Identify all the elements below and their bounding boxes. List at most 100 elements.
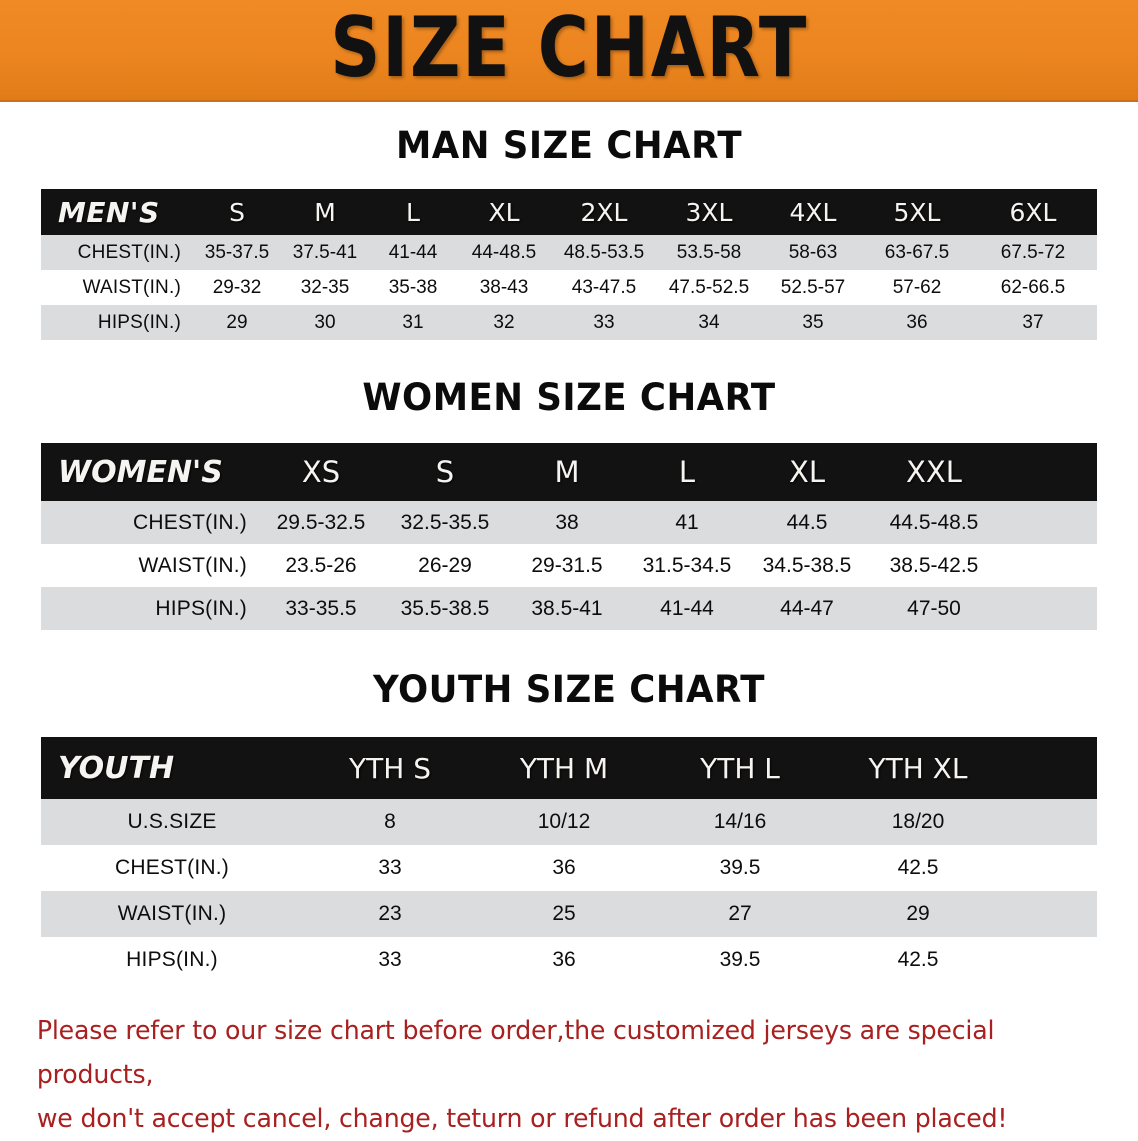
order-notice: Please refer to our size chart before or… [0,1009,1104,1141]
youth-row-label: CHEST(IN.) [41,845,303,891]
women-cell-spacer [1001,587,1097,630]
man-cell: 52.5-57 [761,270,865,305]
man-table-body: MEN'S S M L XL 2XL 3XL 4XL 5XL 6XL CHEST(IN.) 35-37… [41,189,1097,340]
women-cell: 38 [507,501,627,544]
youth-row-label: U.S.SIZE [41,799,303,845]
table-row: WAIST(IN.) 23.5-26 26-29 29-31.5 31.5-34.5 34… [41,544,1097,587]
women-header-spacer [1001,443,1097,501]
women-row-label: CHEST(IN.) [41,501,259,544]
youth-cell-spacer [1007,799,1097,845]
man-row-label: CHEST(IN.) [41,235,193,270]
youth-cell-spacer [1007,891,1097,937]
man-cell: 38-43 [457,270,551,305]
youth-cell: 10/12 [477,799,651,845]
man-cell: 34 [657,305,761,340]
man-column-header-2: M [281,189,369,235]
youth-cell: 36 [477,845,651,891]
table-row: WAIST(IN.) 23 25 27 29 [41,891,1097,937]
man-cell: 41-44 [369,235,457,270]
man-cell: 29-32 [193,270,281,305]
man-cell: 30 [281,305,369,340]
man-cell: 36 [865,305,969,340]
man-chart-wrapper: MEN'S S M L XL 2XL 3XL 4XL 5XL 6XL CHEST(IN.) 35-37… [41,189,1097,340]
youth-column-header-1: YTH S [303,737,477,799]
youth-cell: 25 [477,891,651,937]
youth-cell: 27 [651,891,829,937]
women-cell: 47-50 [867,587,1001,630]
women-cell: 32.5-35.5 [383,501,507,544]
youth-table-body: YOUTH YTH S YTH M YTH L YTH XL U.S.SIZE 8 10/12… [41,737,1097,983]
women-column-header-1: XS [259,443,383,501]
women-table-body: WOMEN'S XS S M L XL XXL CHEST(IN.) 29.5-32.5 32.5… [41,443,1097,630]
man-cell: 29 [193,305,281,340]
youth-cell-spacer [1007,937,1097,983]
man-cell: 35-38 [369,270,457,305]
youth-column-header-4: YTH XL [829,737,1007,799]
women-cell: 44-47 [747,587,867,630]
women-cell: 29.5-32.5 [259,501,383,544]
youth-cell: 39.5 [651,845,829,891]
man-cell: 33 [551,305,657,340]
man-cell: 37 [969,305,1097,340]
man-cell: 35-37.5 [193,235,281,270]
man-cell: 63-67.5 [865,235,969,270]
man-cell: 47.5-52.5 [657,270,761,305]
women-row-label: WAIST(IN.) [41,544,259,587]
youth-column-header-2: YTH M [477,737,651,799]
women-cell: 26-29 [383,544,507,587]
youth-header-spacer [1007,737,1097,799]
man-table-header-row: MEN'S S M L XL 2XL 3XL 4XL 5XL 6XL [41,189,1097,235]
man-cell: 62-66.5 [969,270,1097,305]
youth-cell: 14/16 [651,799,829,845]
women-cell: 34.5-38.5 [747,544,867,587]
man-cell: 43-47.5 [551,270,657,305]
man-column-header-4: XL [457,189,551,235]
youth-chart-wrapper: YOUTH YTH S YTH M YTH L YTH XL U.S.SIZE 8 10/12… [41,737,1097,983]
youth-cell: 36 [477,937,651,983]
man-cell: 44-48.5 [457,235,551,270]
youth-header-label: YOUTH [41,737,303,799]
women-cell: 44.5-48.5 [867,501,1001,544]
man-cell: 32-35 [281,270,369,305]
man-row-label: HIPS(IN.) [41,305,193,340]
man-size-table: MEN'S S M L XL 2XL 3XL 4XL 5XL 6XL CHEST(IN.) 35-37… [41,189,1097,340]
table-row: CHEST(IN.) 35-37.5 37.5-41 41-44 44-48.5 48.5… [41,235,1097,270]
women-cell: 29-31.5 [507,544,627,587]
youth-cell: 42.5 [829,937,1007,983]
women-column-header-3: M [507,443,627,501]
youth-cell: 29 [829,891,1007,937]
man-column-header-6: 3XL [657,189,761,235]
youth-table-header-row: YOUTH YTH S YTH M YTH L YTH XL [41,737,1097,799]
youth-row-label: WAIST(IN.) [41,891,303,937]
man-header-label: MEN'S [41,189,193,235]
man-row-label: WAIST(IN.) [41,270,193,305]
women-cell: 38.5-41 [507,587,627,630]
table-row: U.S.SIZE 8 10/12 14/16 18/20 [41,799,1097,845]
youth-cell: 39.5 [651,937,829,983]
youth-column-header-3: YTH L [651,737,829,799]
women-cell: 44.5 [747,501,867,544]
women-section-title: WOMEN SIZE CHART [362,376,776,419]
women-cell: 23.5-26 [259,544,383,587]
youth-size-table: YOUTH YTH S YTH M YTH L YTH XL U.S.SIZE 8 10/12… [41,737,1097,983]
order-notice-line-2: we don't accept cancel, change, teturn o… [36,1104,1008,1134]
man-cell: 67.5-72 [969,235,1097,270]
table-row: HIPS(IN.) 33 36 39.5 42.5 [41,937,1097,983]
man-section-title: MAN SIZE CHART [395,124,743,167]
youth-cell: 33 [303,937,477,983]
man-cell: 35 [761,305,865,340]
youth-cell: 33 [303,845,477,891]
women-cell: 33-35.5 [259,587,383,630]
women-column-header-5: XL [747,443,867,501]
table-row: WAIST(IN.) 29-32 32-35 35-38 38-43 43-47.5 47.… [41,270,1097,305]
women-cell: 41-44 [627,587,747,630]
man-column-header-8: 5XL [865,189,969,235]
man-cell: 37.5-41 [281,235,369,270]
man-cell: 58-63 [761,235,865,270]
table-row: CHEST(IN.) 29.5-32.5 32.5-35.5 38 41 44.5 44.5… [41,501,1097,544]
man-column-header-7: 4XL [761,189,865,235]
table-row: CHEST(IN.) 33 36 39.5 42.5 [41,845,1097,891]
youth-cell: 8 [303,799,477,845]
youth-cell: 42.5 [829,845,1007,891]
man-column-header-5: 2XL [551,189,657,235]
